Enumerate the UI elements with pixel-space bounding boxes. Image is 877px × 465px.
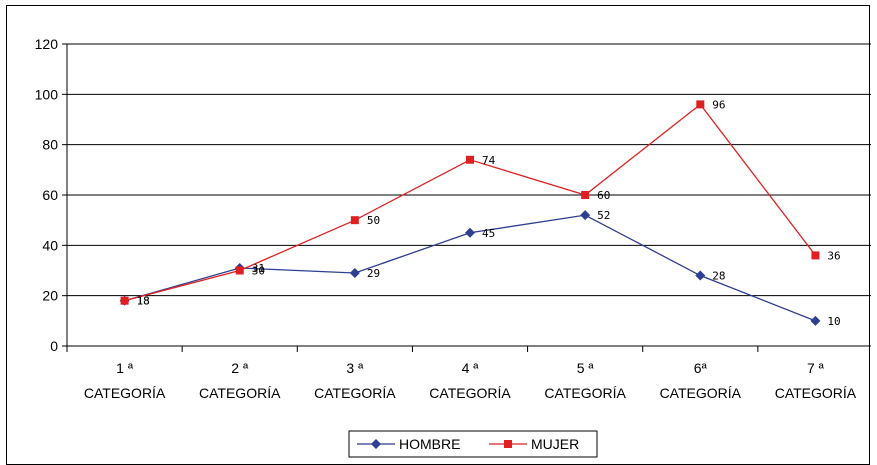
data-point-hombre [695,270,706,281]
data-point-mujer [350,216,359,225]
x-tick-label-line2: CATEGORÍA [660,385,742,401]
y-tick-label: 20 [42,288,58,304]
y-tick-label: 120 [35,36,59,52]
data-point-mujer [466,155,474,164]
x-tick-label-line1: 7 ª [807,360,825,376]
data-label: 18 [137,295,150,308]
data-label: 36 [827,249,840,262]
y-tick-label: 100 [35,86,59,102]
data-point-hombre [349,268,360,279]
data-label: 31 [252,262,265,275]
x-tick-label-line1: 1 ª [116,360,134,376]
data-point-mujer [120,296,129,305]
legend-marker-mujer [504,440,512,448]
data-label: 74 [482,154,496,167]
x-tick-label-line1: 6ª [694,360,708,376]
x-tick-label-line2: CATEGORÍA [775,385,857,401]
data-point-mujer [696,100,705,109]
data-point-mujer [235,266,244,275]
legend-label-hombre: HOMBRE [399,436,460,452]
x-tick-label-line2: CATEGORÍA [429,385,511,401]
line-chart: 0 20 40 60 80 100 120 1 ª CATEGORÍA 2 ª CATEGORÍA 3… [35,36,871,458]
data-label: 30 [252,265,265,278]
x-tick-label-line1: 2 ª [231,360,249,376]
y-tick-label: 60 [42,187,58,203]
x-tick-label-line2: CATEGORÍA [314,385,396,401]
x-tick-label-line1: 3 ª [346,360,364,376]
x-tick-label-line1: 4 ª [462,360,480,376]
y-tick-label: 80 [42,137,58,153]
x-tick-label-line1: 5 ª [577,360,595,376]
x-tick-label-line2: CATEGORÍA [544,385,626,401]
data-point-mujer [581,191,590,199]
legend-label-mujer: MUJER [531,436,579,452]
data-label: 50 [367,214,380,227]
data-label: 18 [137,295,150,308]
data-label: 52 [597,209,610,222]
data-point-mujer [811,251,820,260]
x-tick-label-line2: CATEGORÍA [84,385,166,401]
x-tick-label-line2: CATEGORÍA [199,385,281,401]
data-point-hombre [580,210,591,221]
data-label: 60 [597,189,610,202]
data-label: 96 [712,98,725,111]
y-tick-label: 0 [50,338,58,354]
data-point-hombre [810,315,821,326]
legend-marker-hombre [371,439,381,449]
data-label: 29 [367,267,380,280]
data-label: 45 [482,227,495,240]
data-point-hombre [465,227,475,238]
y-tick-label: 40 [42,237,58,253]
data-label: 10 [827,315,840,328]
data-label: 28 [712,270,725,283]
chart-frame: 0 20 40 60 80 100 120 1 ª CATEGORÍA 2 ª CATEGORÍA 3… [6,5,871,465]
